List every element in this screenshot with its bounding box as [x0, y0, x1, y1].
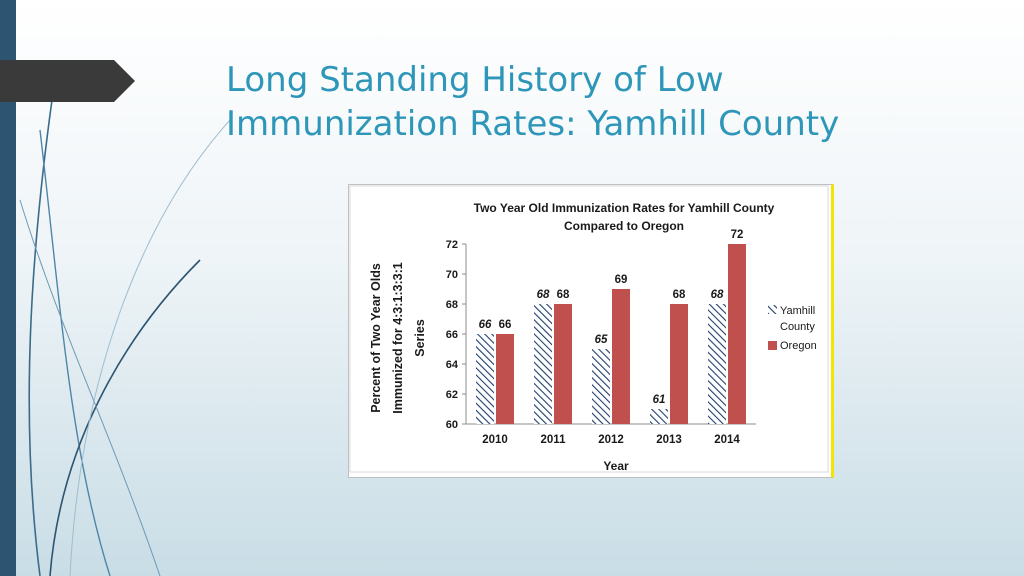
x-tick-label: 2011	[541, 434, 567, 446]
chart-image: Two Year Old Immunization Rates for Yamh…	[348, 184, 834, 478]
y-tick-label: 70	[446, 269, 458, 281]
chart-title-line-1: Two Year Old Immunization Rates for Yamh…	[474, 201, 775, 215]
chart-title-line-2: Compared to Oregon	[564, 219, 684, 233]
data-label-oregon: 68	[673, 289, 686, 301]
bar-yamhill	[476, 334, 494, 424]
y-axis-label-line-3: Series	[413, 319, 427, 357]
slide-title-line-1: Long Standing History of Low	[226, 60, 724, 100]
bar-oregon	[670, 304, 688, 424]
bar-yamhill	[650, 409, 668, 424]
y-tick-label: 68	[446, 299, 458, 311]
data-label-oregon: 68	[557, 289, 570, 301]
data-label-yamhill: 68	[711, 289, 724, 301]
legend-swatch-yamhill	[768, 305, 777, 314]
legend-label-oregon: Oregon	[780, 340, 817, 352]
bar-yamhill	[708, 304, 726, 424]
y-tick-label: 66	[446, 329, 458, 341]
slide-title-line-2: Immunization Rates: Yamhill County	[226, 104, 840, 144]
y-tick-label: 64	[446, 359, 459, 371]
y-tick-label: 62	[446, 389, 458, 401]
data-label-yamhill: 68	[537, 289, 550, 301]
data-label-yamhill: 61	[653, 394, 666, 406]
bar-oregon	[612, 289, 630, 424]
plot-area: 60 62 64 66 68 70 72 2010 66 66 2011 68 68 2012 65 69 20…	[446, 229, 756, 446]
title-arrow-shape	[0, 60, 135, 102]
bar-yamhill	[592, 349, 610, 424]
data-label-oregon: 66	[499, 319, 512, 331]
x-tick-label: 2013	[656, 434, 682, 446]
decorative-curves	[19, 99, 231, 576]
x-tick-label: 2010	[482, 434, 508, 446]
bar-oregon	[728, 244, 746, 424]
legend: Yamhill County Oregon	[768, 305, 817, 352]
y-axis-label: Percent of Two Year Olds Immunized for 4…	[369, 262, 427, 413]
x-tick-label: 2012	[598, 434, 624, 446]
x-tick-label: 2014	[714, 434, 740, 446]
legend-label-yamhill-line-1: Yamhill	[780, 305, 815, 317]
y-tick-label: 72	[446, 239, 458, 251]
data-label-oregon: 72	[731, 229, 744, 241]
bar-oregon	[554, 304, 572, 424]
left-accent-bar	[0, 0, 16, 576]
legend-swatch-oregon	[768, 341, 777, 350]
x-axis-label: Year	[603, 459, 629, 473]
data-label-yamhill: 66	[479, 319, 492, 331]
y-tick-label: 60	[446, 419, 458, 431]
bar-yamhill	[534, 304, 552, 424]
bar-oregon	[496, 334, 514, 424]
immunization-bar-chart: Two Year Old Immunization Rates for Yamh…	[348, 184, 834, 478]
y-axis-label-line-1: Percent of Two Year Olds	[369, 263, 383, 413]
slide-title: Long Standing History of Low Immunizatio…	[226, 58, 986, 146]
y-axis-label-line-2: Immunized for 4:3:1:3:3:1	[391, 262, 405, 413]
data-label-oregon: 69	[615, 274, 628, 286]
data-label-yamhill: 65	[595, 334, 608, 346]
legend-label-yamhill-line-2: County	[780, 321, 815, 333]
